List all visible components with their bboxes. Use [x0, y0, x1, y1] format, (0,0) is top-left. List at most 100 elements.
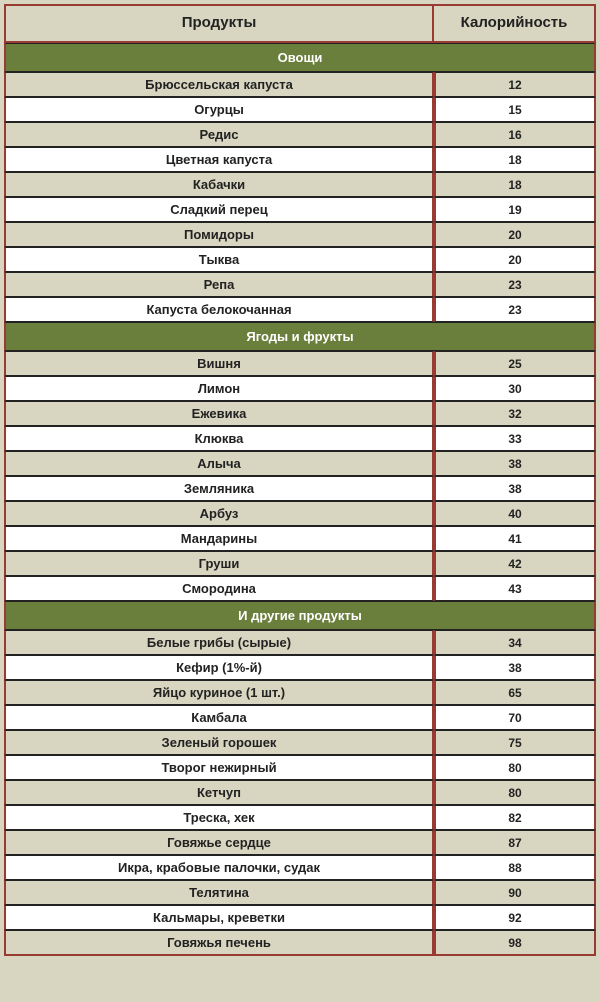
product-name: Тыква: [4, 247, 434, 272]
calorie-value: 19: [434, 197, 596, 222]
section-title: Овощи: [4, 43, 596, 72]
table-row: Зеленый горошек75: [4, 730, 596, 755]
table-row: Кефир (1%-й)38: [4, 655, 596, 680]
table-row: Капуста белокочанная23: [4, 297, 596, 322]
calorie-value: 20: [434, 222, 596, 247]
col-header-calories: Калорийность: [434, 4, 596, 43]
product-name: Лимон: [4, 376, 434, 401]
product-name: Говяжья печень: [4, 930, 434, 956]
table-row: Белые грибы (сырые)34: [4, 630, 596, 655]
product-name: Творог нежирный: [4, 755, 434, 780]
product-name: Телятина: [4, 880, 434, 905]
table-row: Говяжья печень98: [4, 930, 596, 956]
calorie-value: 41: [434, 526, 596, 551]
product-name: Цветная капуста: [4, 147, 434, 172]
product-name: Капуста белокочанная: [4, 297, 434, 322]
table-row: Брюссельская капуста12: [4, 72, 596, 97]
table-row: Смородина43: [4, 576, 596, 601]
product-name: Кальмары, креветки: [4, 905, 434, 930]
section-header: Ягоды и фрукты: [4, 322, 596, 351]
product-name: Зеленый горошек: [4, 730, 434, 755]
table-row: Алыча38: [4, 451, 596, 476]
table-row: Земляника38: [4, 476, 596, 501]
section-header: Овощи: [4, 43, 596, 72]
table-row: Говяжье сердце87: [4, 830, 596, 855]
calorie-value: 18: [434, 172, 596, 197]
table-row: Редис16: [4, 122, 596, 147]
calorie-value: 18: [434, 147, 596, 172]
calorie-value: 43: [434, 576, 596, 601]
table-row: Икра, крабовые палочки, судак88: [4, 855, 596, 880]
product-name: Икра, крабовые палочки, судак: [4, 855, 434, 880]
table-row: Клюква33: [4, 426, 596, 451]
calorie-value: 30: [434, 376, 596, 401]
table-row: Камбала70: [4, 705, 596, 730]
calorie-value: 32: [434, 401, 596, 426]
table-row: Помидоры20: [4, 222, 596, 247]
calorie-value: 38: [434, 655, 596, 680]
product-name: Помидоры: [4, 222, 434, 247]
product-name: Огурцы: [4, 97, 434, 122]
calorie-value: 98: [434, 930, 596, 956]
calorie-value: 75: [434, 730, 596, 755]
product-name: Яйцо куриное (1 шт.): [4, 680, 434, 705]
product-name: Кефир (1%-й): [4, 655, 434, 680]
table-row: Кальмары, креветки92: [4, 905, 596, 930]
calorie-value: 42: [434, 551, 596, 576]
calorie-value: 87: [434, 830, 596, 855]
table-row: Репа23: [4, 272, 596, 297]
product-name: Камбала: [4, 705, 434, 730]
product-name: Арбуз: [4, 501, 434, 526]
calorie-value: 92: [434, 905, 596, 930]
table-row: Арбуз40: [4, 501, 596, 526]
calorie-value: 33: [434, 426, 596, 451]
product-name: Сладкий перец: [4, 197, 434, 222]
calorie-value: 38: [434, 451, 596, 476]
product-name: Белые грибы (сырые): [4, 630, 434, 655]
table-row: Кетчуп80: [4, 780, 596, 805]
table-header-row: Продукты Калорийность: [4, 4, 596, 43]
product-name: Клюква: [4, 426, 434, 451]
table-row: Творог нежирный80: [4, 755, 596, 780]
calorie-value: 38: [434, 476, 596, 501]
calorie-value: 20: [434, 247, 596, 272]
product-name: Вишня: [4, 351, 434, 376]
product-name: Смородина: [4, 576, 434, 601]
calorie-value: 25: [434, 351, 596, 376]
calorie-value: 23: [434, 297, 596, 322]
calorie-value: 23: [434, 272, 596, 297]
product-name: Земляника: [4, 476, 434, 501]
table-row: Яйцо куриное (1 шт.)65: [4, 680, 596, 705]
product-name: Мандарины: [4, 526, 434, 551]
product-name: Алыча: [4, 451, 434, 476]
product-name: Брюссельская капуста: [4, 72, 434, 97]
calorie-value: 90: [434, 880, 596, 905]
calorie-value: 70: [434, 705, 596, 730]
table-row: Лимон30: [4, 376, 596, 401]
calorie-value: 15: [434, 97, 596, 122]
col-header-product: Продукты: [4, 4, 434, 43]
product-name: Говяжье сердце: [4, 830, 434, 855]
table-row: Огурцы15: [4, 97, 596, 122]
table-row: Мандарины41: [4, 526, 596, 551]
calorie-value: 16: [434, 122, 596, 147]
product-name: Груши: [4, 551, 434, 576]
table-row: Треска, хек82: [4, 805, 596, 830]
product-name: Редис: [4, 122, 434, 147]
product-name: Кетчуп: [4, 780, 434, 805]
calorie-value: 12: [434, 72, 596, 97]
table-row: Ежевика32: [4, 401, 596, 426]
product-name: Кабачки: [4, 172, 434, 197]
table-row: Тыква20: [4, 247, 596, 272]
calorie-value: 34: [434, 630, 596, 655]
product-name: Ежевика: [4, 401, 434, 426]
table-row: Кабачки18: [4, 172, 596, 197]
table-row: Телятина90: [4, 880, 596, 905]
calorie-value: 65: [434, 680, 596, 705]
section-title: И другие продукты: [4, 601, 596, 630]
calorie-value: 82: [434, 805, 596, 830]
table-row: Цветная капуста18: [4, 147, 596, 172]
product-name: Репа: [4, 272, 434, 297]
section-title: Ягоды и фрукты: [4, 322, 596, 351]
table-row: Вишня25: [4, 351, 596, 376]
